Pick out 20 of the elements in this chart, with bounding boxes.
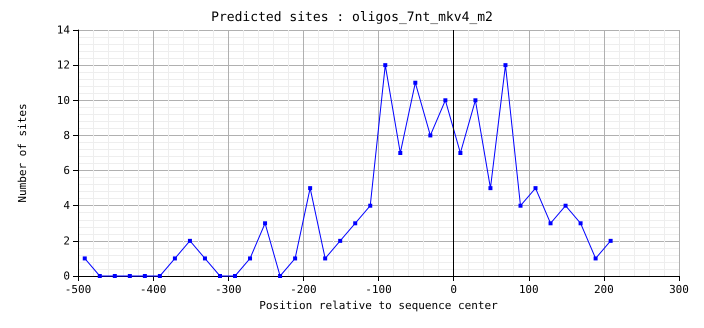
chart-title: Predicted sites : oligos_7nt_mkv4_m2 <box>211 10 493 25</box>
y-tick-label: 14 <box>56 24 70 36</box>
x-tick-label: -400 <box>140 283 166 296</box>
x-tick-label: 0 <box>450 283 457 296</box>
y-tick-label: 8 <box>63 128 70 142</box>
x-tick-label: 200 <box>594 283 614 296</box>
y-tick-label: 12 <box>56 58 70 72</box>
x-tick-label: 100 <box>518 283 539 296</box>
y-tick-label: 2 <box>63 234 70 248</box>
y-tick-label: 10 <box>56 94 70 107</box>
x-tick-label: -100 <box>365 283 392 296</box>
y-tick-label: 0 <box>63 270 70 282</box>
x-tick-label: -300 <box>215 283 242 296</box>
x-tick-label: -500 <box>64 283 92 296</box>
x-tick-label: -200 <box>290 283 317 296</box>
y-tick-label: 4 <box>63 199 70 212</box>
y-axis-title: Number of sites <box>16 103 29 203</box>
x-tick-label: 300 <box>669 283 689 296</box>
x-axis-title: Position relative to sequence center <box>259 298 498 312</box>
y-tick-label: 6 <box>63 164 70 178</box>
